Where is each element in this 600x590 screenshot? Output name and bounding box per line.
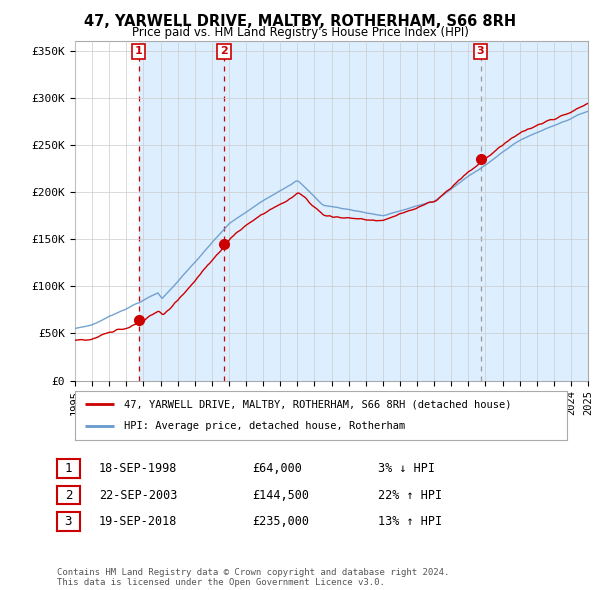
Text: £144,500: £144,500 (252, 489, 309, 502)
Text: HPI: Average price, detached house, Rotherham: HPI: Average price, detached house, Roth… (124, 421, 406, 431)
Text: 22-SEP-2003: 22-SEP-2003 (99, 489, 178, 502)
Text: 13% ↑ HPI: 13% ↑ HPI (378, 515, 442, 528)
Text: 19-SEP-2018: 19-SEP-2018 (99, 515, 178, 528)
Text: 47, YARWELL DRIVE, MALTBY, ROTHERHAM, S66 8RH (detached house): 47, YARWELL DRIVE, MALTBY, ROTHERHAM, S6… (124, 399, 512, 409)
Bar (481, 41, 588, 381)
Bar (139, 41, 224, 381)
Text: 2: 2 (65, 489, 72, 502)
Text: 3% ↓ HPI: 3% ↓ HPI (378, 462, 435, 475)
Text: Price paid vs. HM Land Registry's House Price Index (HPI): Price paid vs. HM Land Registry's House … (131, 26, 469, 39)
Text: 18-SEP-1998: 18-SEP-1998 (99, 462, 178, 475)
Text: 1: 1 (135, 47, 142, 57)
Bar (580, 41, 588, 381)
Bar (224, 41, 481, 381)
Text: £64,000: £64,000 (252, 462, 302, 475)
Text: 2: 2 (220, 47, 228, 57)
Text: 3: 3 (477, 47, 484, 57)
Text: 3: 3 (65, 515, 72, 528)
Text: 22% ↑ HPI: 22% ↑ HPI (378, 489, 442, 502)
Text: 1: 1 (65, 462, 72, 475)
Text: Contains HM Land Registry data © Crown copyright and database right 2024.
This d: Contains HM Land Registry data © Crown c… (57, 568, 449, 587)
Text: 47, YARWELL DRIVE, MALTBY, ROTHERHAM, S66 8RH: 47, YARWELL DRIVE, MALTBY, ROTHERHAM, S6… (84, 14, 516, 28)
Text: £235,000: £235,000 (252, 515, 309, 528)
